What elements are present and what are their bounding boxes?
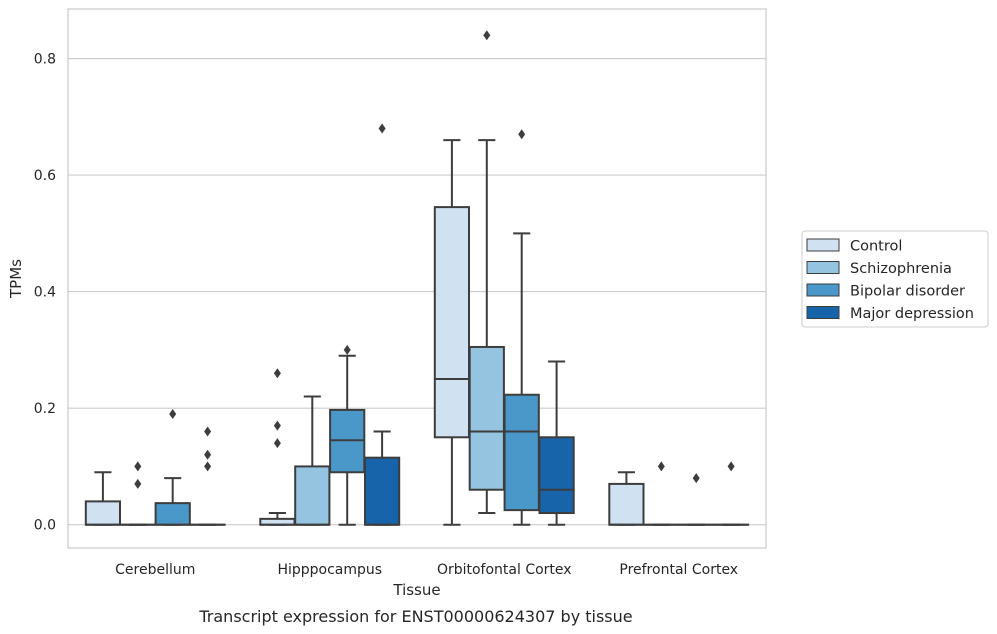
legend-swatch — [806, 238, 840, 252]
box-3-0 — [608, 471, 645, 526]
y-axis-label: TPMs — [7, 259, 25, 299]
x-tick-label: Hipppocampus — [277, 562, 382, 578]
box-body — [468, 345, 505, 491]
box-body — [84, 500, 122, 526]
x-tick-label: Orbitofontal Cortex — [437, 562, 572, 578]
outlier-point — [692, 473, 700, 484]
legend-entry: Control — [850, 239, 902, 255]
y-tick-label: 0.6 — [34, 168, 56, 184]
box-2-1 — [468, 30, 505, 515]
x-tick-label: Cerebellum — [115, 562, 195, 578]
legend: Control Schizophrenia Bipolar disorder Majo… — [801, 230, 989, 328]
plot-frame — [67, 8, 767, 549]
outlier-point — [343, 344, 351, 355]
box-body — [538, 436, 575, 515]
outlier-point — [727, 461, 735, 472]
outlier-point — [273, 420, 281, 431]
box-1-2 — [329, 344, 366, 526]
box-1-0 — [259, 368, 296, 526]
box-2-2 — [503, 129, 540, 526]
outlier-point — [134, 478, 142, 489]
outlier-point — [273, 438, 281, 449]
x-tick-label: Prefrontal Cortex — [619, 562, 738, 578]
box-3-2 — [678, 473, 715, 526]
y-tick-label: 0.2 — [34, 401, 56, 417]
y-tick-label: 0.4 — [34, 285, 56, 301]
outlier-point — [273, 368, 281, 379]
box-body — [363, 456, 401, 526]
y-grid — [68, 57, 766, 526]
outlier-point — [204, 449, 212, 460]
outlier-point — [204, 461, 212, 472]
box-body — [433, 206, 471, 439]
box-0-1 — [119, 461, 156, 526]
chart-caption: Transcript expression for ENST0000062430… — [198, 607, 632, 626]
box-0-0 — [84, 471, 122, 526]
x-axis-label: Tissue — [392, 581, 440, 599]
legend-swatch — [806, 306, 840, 319]
outlier-point — [483, 30, 491, 41]
legend-entry: Major depression — [850, 306, 974, 322]
y-tick-label: 0.8 — [34, 52, 56, 68]
legend-frame — [801, 230, 989, 328]
box-0-3 — [189, 426, 226, 526]
box-0-2 — [154, 408, 191, 526]
box-1-1 — [294, 395, 331, 526]
outlier-point — [518, 129, 526, 140]
legend-entry: Schizophrenia — [850, 261, 952, 277]
y-tick-labels: 0.0 0.2 0.4 0.6 0.8 — [34, 52, 56, 534]
x-tick-labels: Cerebellum Hipppocampus Orbitofontal Corte… — [115, 562, 738, 578]
box-1-3 — [363, 123, 401, 526]
legend-entry: Bipolar disorder — [850, 284, 965, 300]
outlier-point — [204, 426, 212, 437]
outlier-point — [378, 123, 386, 134]
outlier-point — [134, 461, 142, 472]
box-3-3 — [712, 461, 750, 526]
box-body — [503, 393, 540, 512]
box-groups — [84, 30, 750, 526]
legend-swatch — [806, 261, 840, 274]
box-2-3 — [538, 360, 575, 526]
box-3-1 — [643, 461, 680, 526]
outlier-point — [657, 461, 665, 472]
box-body — [608, 482, 645, 526]
box-body — [294, 465, 331, 526]
legend-swatch — [806, 283, 840, 297]
box-body — [154, 502, 191, 526]
outlier-point — [169, 408, 177, 419]
y-tick-label: 0.0 — [34, 518, 56, 534]
box-2-0 — [433, 139, 471, 526]
